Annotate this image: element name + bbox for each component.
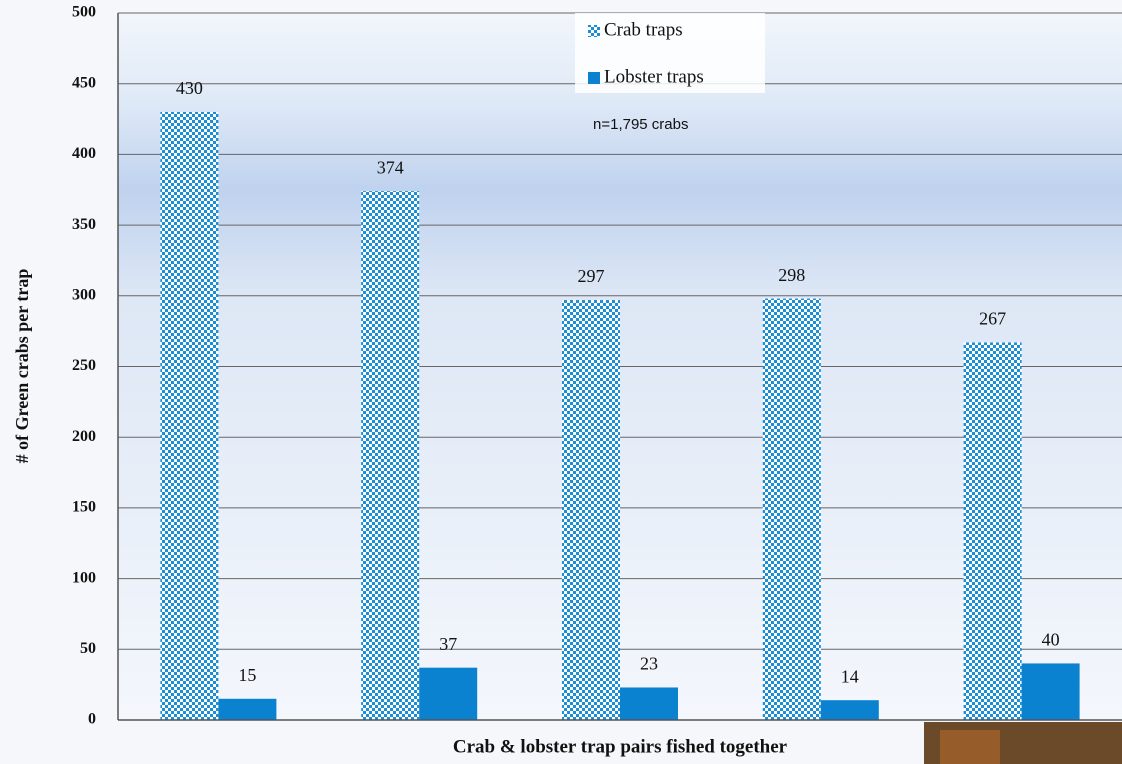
- y-tick-label: 0: [88, 711, 96, 728]
- bar: [160, 111, 219, 721]
- legend-box: [575, 13, 765, 93]
- bar: [1021, 663, 1080, 720]
- legend-label: Lobster traps: [604, 66, 704, 87]
- annotation: n=1,795 crabs: [593, 116, 689, 133]
- bar: [361, 191, 420, 720]
- bar: [218, 698, 277, 720]
- y-tick-label: 200: [72, 428, 96, 445]
- bar: [820, 700, 879, 720]
- legend-swatch: [588, 25, 600, 37]
- y-tick-label: 150: [72, 499, 96, 516]
- y-tick-label: 100: [72, 569, 96, 586]
- bar: [419, 667, 478, 720]
- y-tick-label: 500: [72, 4, 96, 21]
- photo-detail: [940, 730, 1000, 764]
- legend-label: Crab traps: [604, 19, 683, 40]
- value-label: 14: [841, 666, 859, 686]
- value-label: 37: [439, 634, 457, 654]
- y-tick-label: 350: [72, 216, 96, 233]
- bar: [562, 300, 620, 720]
- y-tick-label: 250: [72, 357, 96, 374]
- bar: [762, 298, 821, 720]
- value-label: 298: [778, 265, 805, 285]
- y-axis-label: # of Green crabs per trap: [12, 269, 32, 464]
- x-axis-label: Crab & lobster trap pairs fished togethe…: [453, 736, 788, 757]
- bar: [620, 687, 678, 720]
- value-label: 15: [238, 665, 256, 685]
- y-tick-label: 50: [80, 640, 96, 657]
- value-label: 40: [1042, 630, 1060, 650]
- y-tick-label: 450: [72, 74, 96, 91]
- legend-swatch: [588, 72, 600, 84]
- y-tick-label: 300: [72, 286, 96, 303]
- y-tick-label: 400: [72, 145, 96, 162]
- value-label: 297: [578, 266, 605, 286]
- value-label: 267: [979, 309, 1006, 329]
- value-label: 374: [377, 157, 404, 177]
- value-label: 23: [640, 654, 658, 674]
- value-label: 430: [176, 78, 203, 98]
- bar: [963, 342, 1022, 720]
